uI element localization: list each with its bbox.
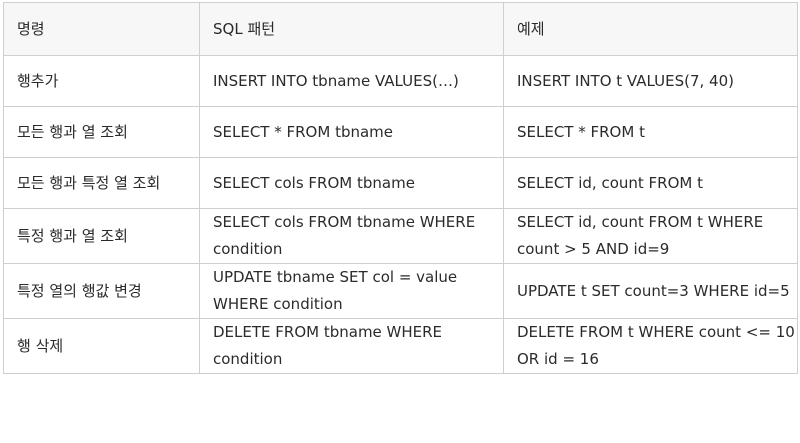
command-cell: 모든 행과 특정 열 조회 bbox=[3, 157, 200, 209]
header-sql-pattern: SQL 패턴 bbox=[199, 2, 504, 56]
command-cell: 행 삭제 bbox=[3, 318, 200, 374]
header-command: 명령 bbox=[3, 2, 200, 56]
sql-commands-table: 명령 SQL 패턴 예제 행추가 INSERT INTO tbname VALU… bbox=[3, 2, 798, 374]
table-row: 행추가 INSERT INTO tbname VALUES(…) INSERT … bbox=[3, 55, 798, 107]
sql-pattern-cell: DELETE FROM tbname WHERE condition bbox=[199, 318, 504, 374]
command-cell: 행추가 bbox=[3, 55, 200, 107]
command-cell: 특정 행과 열 조회 bbox=[3, 208, 200, 264]
table-row: 특정 열의 행값 변경 UPDATE tbname SET col = valu… bbox=[3, 263, 798, 319]
sql-pattern-cell: SELECT * FROM tbname bbox=[199, 106, 504, 158]
example-cell: SELECT id, count FROM t WHERE count > 5 … bbox=[503, 208, 798, 264]
table-row: 모든 행과 열 조회 SELECT * FROM tbname SELECT *… bbox=[3, 106, 798, 158]
sql-pattern-cell: INSERT INTO tbname VALUES(…) bbox=[199, 55, 504, 107]
example-cell: SELECT id, count FROM t bbox=[503, 157, 798, 209]
example-cell: INSERT INTO t VALUES(7, 40) bbox=[503, 55, 798, 107]
example-cell: UPDATE t SET count=3 WHERE id=5 bbox=[503, 263, 798, 319]
table-row: 행 삭제 DELETE FROM tbname WHERE condition … bbox=[3, 318, 798, 374]
sql-pattern-cell: SELECT cols FROM tbname WHERE condition bbox=[199, 208, 504, 264]
table-row: 특정 행과 열 조회 SELECT cols FROM tbname WHERE… bbox=[3, 208, 798, 264]
command-cell: 특정 열의 행값 변경 bbox=[3, 263, 200, 319]
example-cell: SELECT * FROM t bbox=[503, 106, 798, 158]
header-example: 예제 bbox=[503, 2, 798, 56]
header-row: 명령 SQL 패턴 예제 bbox=[3, 2, 798, 56]
sql-pattern-cell: UPDATE tbname SET col = value WHERE cond… bbox=[199, 263, 504, 319]
command-cell: 모든 행과 열 조회 bbox=[3, 106, 200, 158]
table-row: 모든 행과 특정 열 조회 SELECT cols FROM tbname SE… bbox=[3, 157, 798, 209]
sql-pattern-cell: SELECT cols FROM tbname bbox=[199, 157, 504, 209]
example-cell: DELETE FROM t WHERE count <= 10 OR id = … bbox=[503, 318, 798, 374]
